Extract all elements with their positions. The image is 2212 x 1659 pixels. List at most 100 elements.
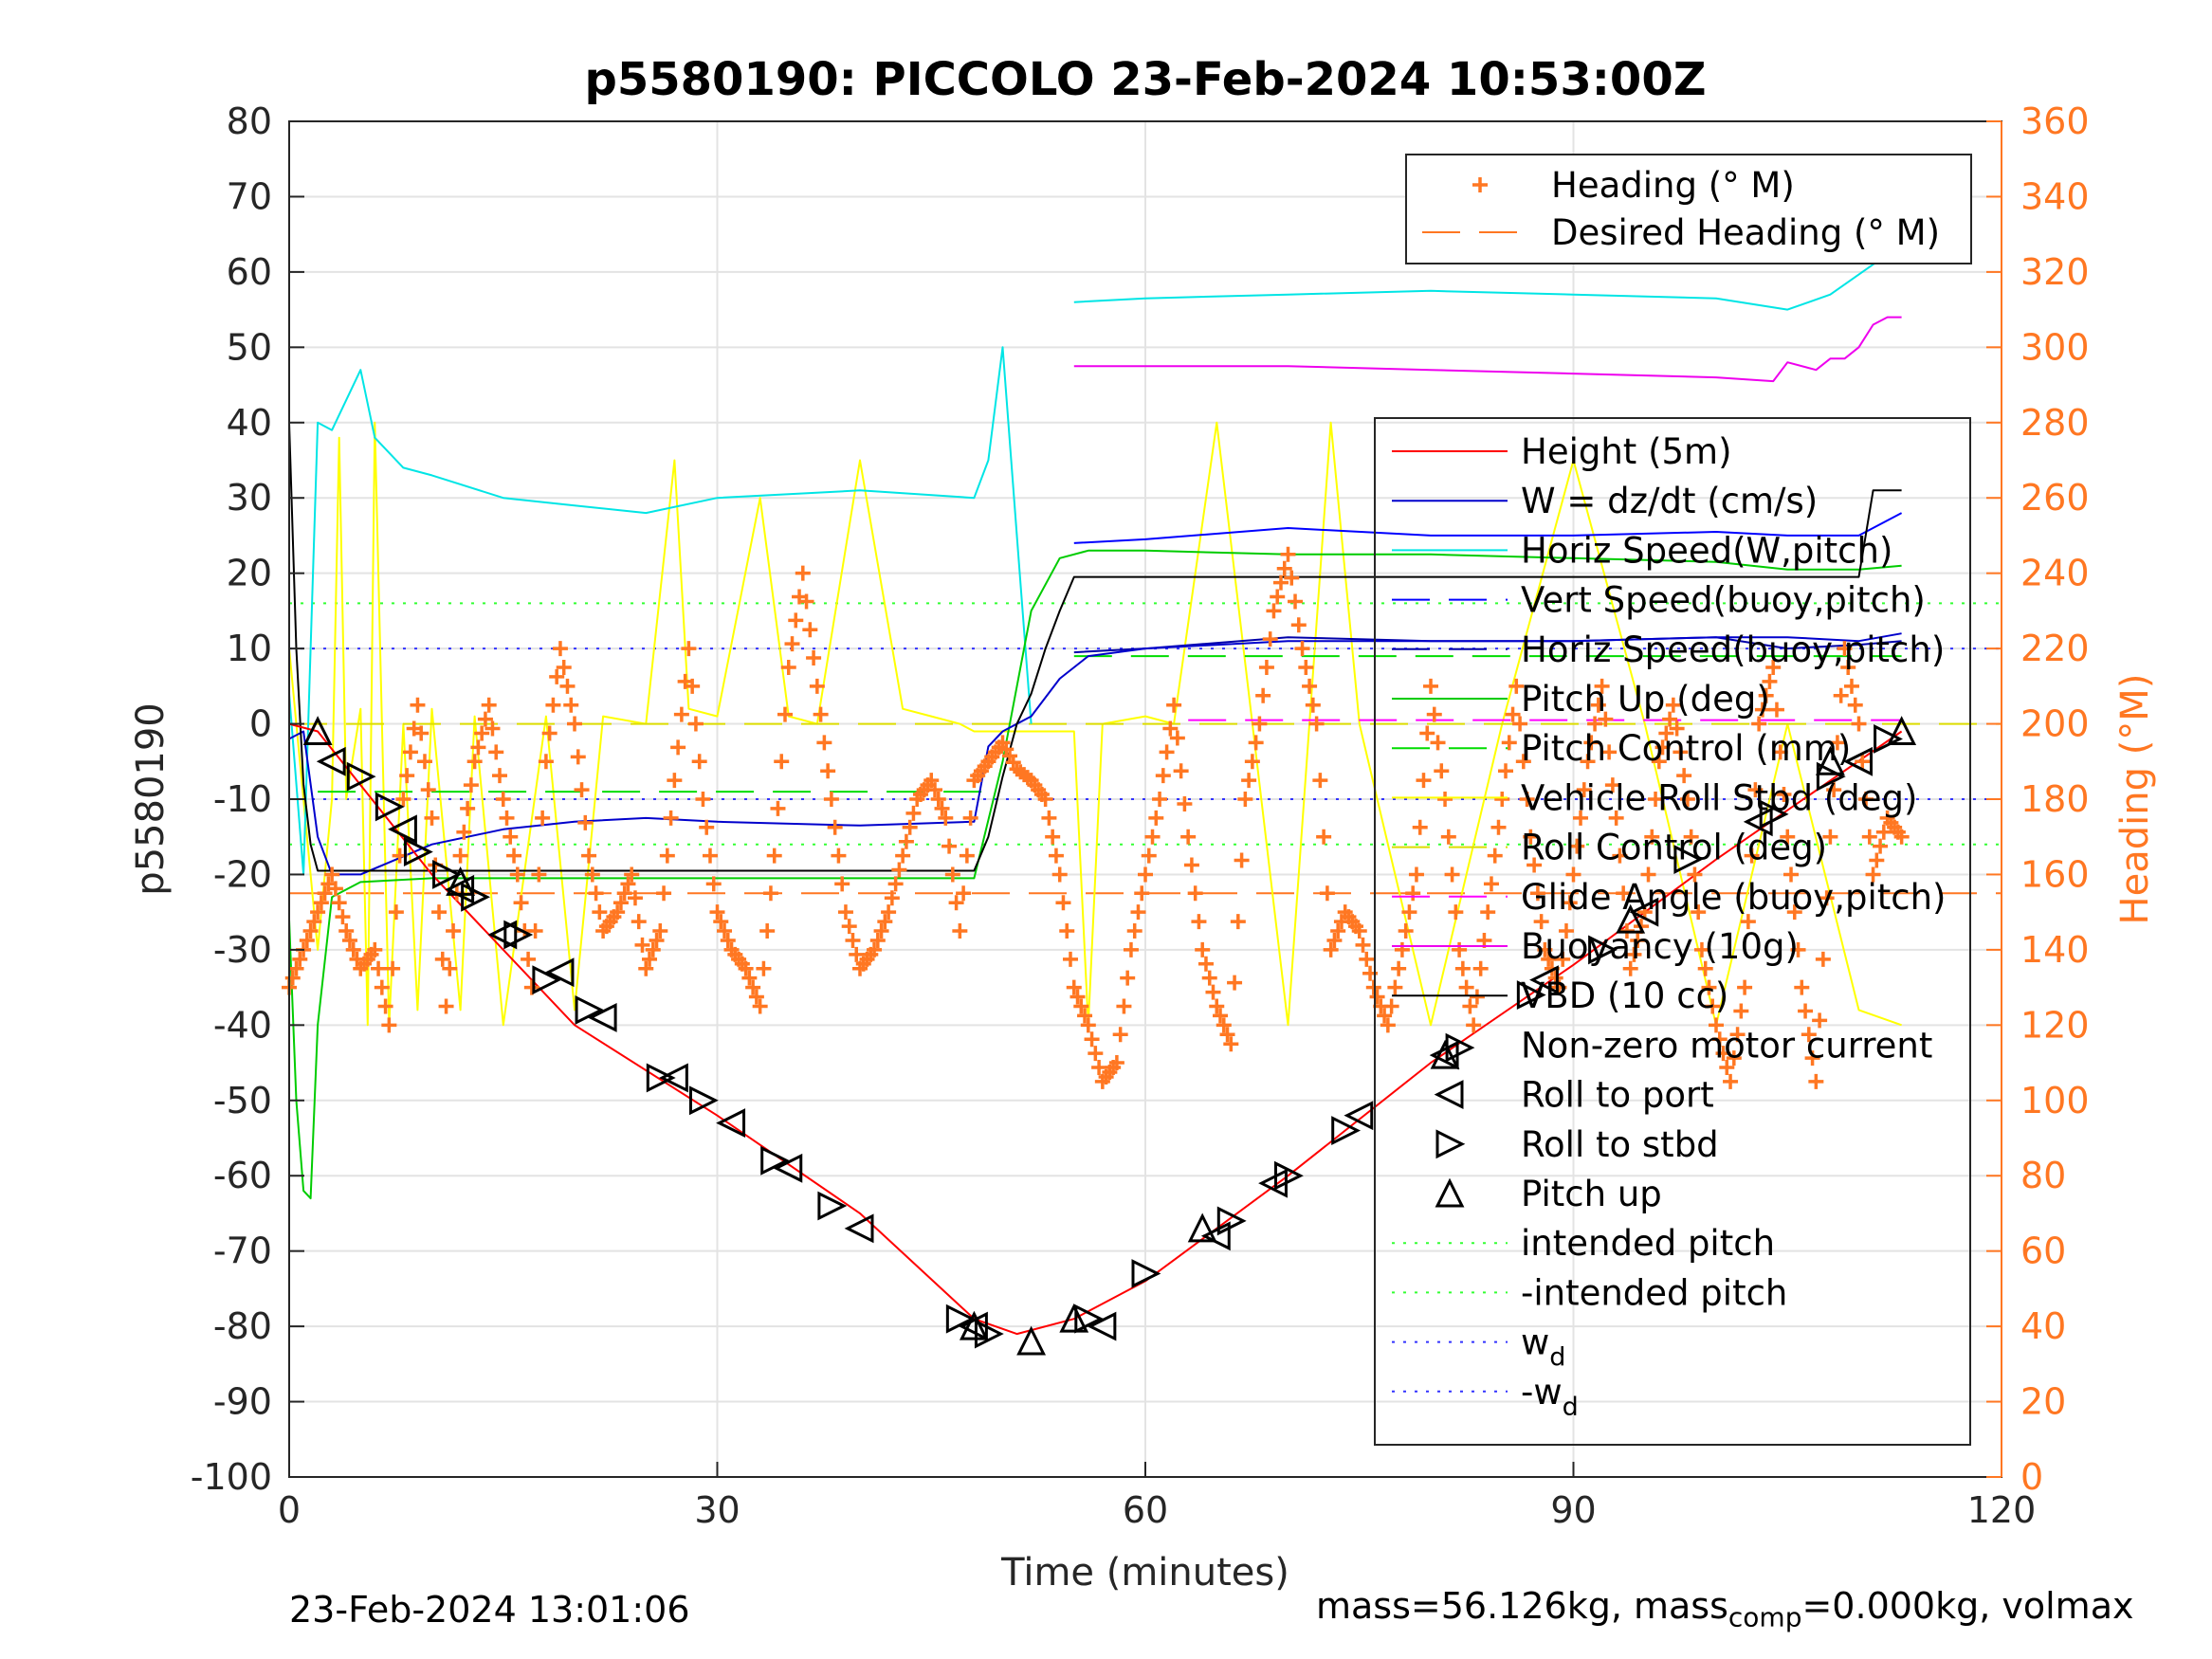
heading-point	[638, 960, 654, 976]
heading-point	[1747, 782, 1764, 798]
heading-point	[559, 678, 576, 694]
y-tick-label-right: 60	[2020, 1231, 2066, 1272]
marker-pitch-up	[302, 716, 333, 745]
heading-point	[738, 960, 754, 976]
heading-point	[1091, 1060, 1107, 1076]
y-tick-label-right: 200	[2020, 703, 2090, 745]
y-tick-label-right: 0	[2020, 1456, 2043, 1498]
heading-point	[1726, 1050, 1742, 1066]
series-roll	[288, 421, 1902, 1027]
heading-point	[506, 848, 522, 864]
series-vbd	[288, 422, 1902, 872]
heading-point	[1216, 1017, 1232, 1033]
marker-roll-to-stbd	[1274, 1160, 1304, 1191]
heading-point	[642, 951, 658, 967]
heading-point	[938, 810, 954, 826]
heading-point	[1709, 1017, 1724, 1033]
legend-label: Vert Speed(buoy,pitch)	[1521, 580, 1926, 621]
heading-point	[959, 848, 975, 864]
heading-point	[1711, 1031, 1728, 1048]
heading-point	[1255, 687, 1271, 703]
heading-point	[474, 725, 490, 741]
y-tick-label-left: -10	[213, 778, 272, 820]
heading-point	[1723, 1073, 1739, 1089]
marker-pitch-up	[1616, 903, 1646, 934]
heading-point	[695, 792, 711, 807]
heading-point	[962, 810, 978, 826]
heading-point	[1230, 914, 1246, 930]
heading-point	[452, 848, 468, 864]
heading-point	[1155, 768, 1171, 784]
x-tick-label: 60	[1123, 1489, 1168, 1531]
heading-point	[1108, 1055, 1124, 1071]
heading-point	[1737, 979, 1753, 995]
heading-point	[1833, 687, 1849, 703]
heading-point	[956, 885, 972, 902]
heading-point	[1209, 998, 1225, 1014]
heading-point	[834, 876, 850, 892]
heading-point	[887, 876, 904, 892]
heading-point	[687, 716, 704, 732]
heading-point	[1458, 979, 1474, 995]
y-tick-label-right: 20	[2020, 1381, 2066, 1423]
heading-point	[491, 768, 507, 784]
heading-point	[1719, 1060, 1735, 1076]
heading-point	[1826, 782, 1842, 798]
heading-point	[1244, 754, 1260, 770]
heading-point	[1252, 716, 1268, 732]
marker-roll-to-port	[773, 1153, 803, 1183]
y-tick-label-right: 240	[2020, 553, 2090, 594]
heading-point	[1280, 546, 1296, 562]
heading-point	[1416, 773, 1432, 789]
heading-point	[1276, 560, 1292, 576]
heading-point	[1197, 956, 1214, 972]
heading-point	[313, 895, 329, 911]
heading-point	[766, 848, 782, 864]
heading-point	[867, 941, 883, 957]
heading-point	[592, 904, 608, 921]
heading-point	[1405, 885, 1421, 902]
heading-point	[691, 754, 707, 770]
heading-point	[841, 919, 857, 935]
heading-point	[1159, 744, 1175, 760]
legend-label: VBD (10 cc)	[1521, 975, 1728, 1016]
heading-point	[1705, 998, 1721, 1014]
heading-point	[881, 904, 897, 921]
heading-point	[1380, 1017, 1396, 1033]
marker-roll-to-stbd	[432, 860, 462, 889]
heading-point	[713, 914, 729, 930]
heading-point	[1419, 725, 1435, 741]
heading-point	[413, 725, 430, 741]
heading-point	[1302, 678, 1318, 694]
heading-point	[1594, 678, 1610, 694]
heading-point	[399, 768, 415, 784]
marker-pitch-up	[1430, 1039, 1460, 1069]
heading-point	[521, 951, 537, 967]
heading-point	[306, 914, 322, 930]
heading-point	[759, 923, 776, 939]
heading-point	[531, 866, 547, 883]
heading-point	[745, 979, 761, 995]
heading-point	[1587, 716, 1603, 732]
heading-point	[1041, 810, 1057, 826]
heading-point	[1377, 1008, 1393, 1024]
y-tick-label-right: 260	[2020, 477, 2090, 519]
heading-point	[798, 593, 814, 610]
heading-point	[1662, 711, 1678, 727]
heading-point	[944, 866, 960, 883]
heading-point	[1494, 792, 1510, 807]
heading-point	[770, 800, 786, 816]
legend-label-subscript: d	[1549, 1343, 1565, 1373]
heading-point	[645, 941, 661, 957]
heading-point	[1515, 754, 1531, 770]
y-tick-label-right: 360	[2020, 100, 2090, 142]
heading-point	[1822, 829, 1838, 845]
heading-point	[1258, 659, 1274, 675]
heading-point	[1162, 720, 1179, 737]
marker-roll-to-stbd	[688, 1085, 719, 1116]
series-pitch-up	[288, 549, 1902, 1200]
heading-point	[1715, 1046, 1731, 1062]
heading-point	[1768, 702, 1784, 718]
heading-point	[1201, 970, 1217, 986]
heading-point	[523, 979, 539, 995]
